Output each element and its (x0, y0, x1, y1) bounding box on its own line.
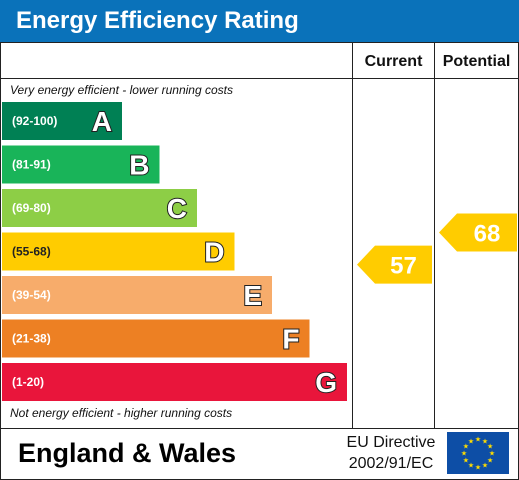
eu-star-icon: ★ (463, 443, 469, 451)
eu-flag-field (447, 432, 509, 474)
band-range-b: (81-91) (12, 158, 51, 172)
potential-column-divider (434, 42, 435, 428)
band-range-f: (21-38) (12, 332, 51, 346)
band-range-e: (39-54) (12, 288, 51, 302)
band-range-g: (1-20) (12, 375, 44, 389)
band-f: (21-38) F (2, 319, 310, 358)
band-letter-e: E (243, 280, 262, 311)
band-c: (69-80) C (2, 189, 197, 227)
band-e: (39-54) E (2, 276, 272, 314)
region-label: England & Wales (18, 438, 237, 468)
band-letter-d: D (204, 237, 224, 268)
eu-star-icon: ★ (461, 450, 467, 458)
eu-star-icon: ★ (475, 436, 481, 444)
band-letter-b: B (129, 150, 149, 181)
eu-star-icon: ★ (482, 437, 488, 445)
band-letter-a: A (92, 106, 112, 137)
band-b: (81-91) B (2, 145, 160, 184)
eu-star-icon: ★ (487, 457, 493, 465)
band-range-c: (69-80) (12, 201, 51, 215)
title-bar: Energy Efficiency Rating (0, 0, 519, 42)
eu-star-icon: ★ (487, 443, 493, 451)
rating-value-potential: 68 (474, 221, 501, 248)
bottom-note: Not energy efficient - higher running co… (10, 406, 233, 420)
eu-star-icon: ★ (489, 450, 495, 458)
band-d: (55-68) D (2, 232, 235, 271)
band-g: (1-20) G (2, 363, 347, 401)
band-a: (92-100) A (2, 102, 122, 140)
eu-flag-icon: ★★★★★★★★★ ★ ★★ (447, 432, 509, 474)
band-letter-f: F (282, 324, 299, 355)
eu-star-icon: ★ (468, 462, 474, 470)
band-bar-d (2, 232, 235, 271)
rating-arrow-potential (439, 213, 517, 252)
footer-divider (0, 428, 519, 429)
eu-directive-line1: EU Directive (346, 434, 436, 451)
eu-star-icon: ★ (475, 464, 481, 472)
band-bar-g (2, 363, 347, 401)
current-column-header: Current (364, 53, 423, 70)
band-bar-c (2, 189, 197, 227)
potential-column-header: Potential (442, 53, 511, 70)
current-column-divider (352, 42, 353, 428)
top-note: Very energy efficient - lower running co… (10, 83, 233, 97)
band-range-d: (55-68) (12, 245, 51, 259)
rating-potential: 68 (439, 213, 517, 252)
band-range-a: (92-100) (12, 114, 57, 128)
eu-directive: EU Directive 2002/91/EC (336, 432, 446, 474)
eu-star-icon: ★ (482, 462, 488, 470)
band-bar-b (2, 145, 160, 184)
band-letter-c: C (167, 193, 187, 224)
eu-directive-line2: 2002/91/EC (348, 455, 434, 472)
eu-star-icon: ★ (468, 437, 474, 445)
eu-star-icon: ★ (463, 457, 469, 465)
band-bar-a (2, 102, 122, 140)
rating-arrow-current (357, 245, 432, 284)
band-bar-f (2, 319, 310, 358)
rating-current: 57 (357, 245, 432, 284)
chart-title: Energy Efficiency Rating (16, 7, 299, 34)
header-divider (0, 78, 519, 79)
band-letter-g: G (315, 367, 337, 398)
rating-value-current: 57 (390, 253, 417, 280)
band-bar-e (2, 276, 272, 314)
